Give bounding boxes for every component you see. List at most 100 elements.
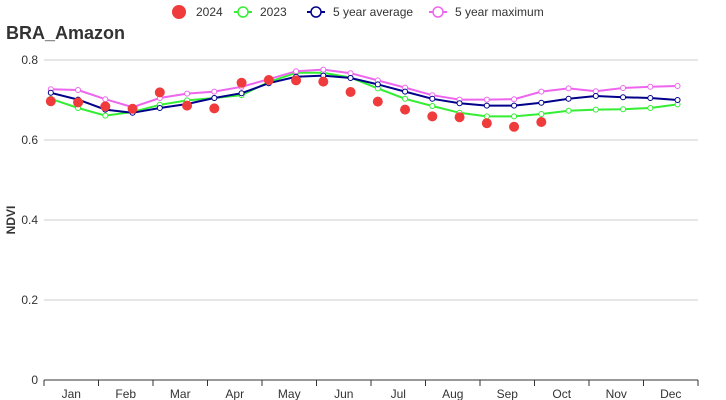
x-axis: Jan Feb Mar Apr May Jun Jul Aug Sep Oct Nov Dec [43, 379, 699, 400]
chart-title: BRA_Amazon [6, 23, 125, 43]
data-point [538, 111, 545, 117]
series-2024 [45, 75, 547, 132]
x-tick-label: Mar [170, 387, 191, 400]
legend-marker [172, 5, 186, 19]
y-axis-label: NDVI [4, 206, 18, 235]
data-point [45, 96, 56, 107]
data-point [320, 66, 327, 73]
data-point [483, 96, 490, 103]
data-point [647, 95, 654, 101]
data-point [429, 95, 436, 102]
series-line [50, 74, 678, 114]
data-point [620, 106, 627, 113]
data-point [400, 104, 411, 115]
data-point [538, 99, 545, 106]
x-tick-label: Aug [442, 387, 463, 400]
data-point [565, 95, 572, 102]
data-point [182, 100, 193, 111]
series-5-year-maximum [47, 66, 681, 111]
data-point [647, 105, 654, 111]
x-tick-label: Feb [115, 387, 136, 400]
data-point [75, 87, 82, 93]
data-point [372, 96, 383, 107]
data-point [184, 90, 191, 97]
x-tick-label: Sep [497, 387, 519, 400]
legend-marker [432, 6, 444, 18]
data-point [592, 106, 599, 113]
data-point [509, 121, 520, 132]
x-tick-label: Jul [391, 387, 406, 400]
data-point [592, 88, 599, 95]
data-point [481, 118, 492, 129]
data-point [238, 90, 245, 97]
legend-item: 5 year maximum [429, 5, 544, 19]
data-point [100, 101, 111, 112]
data-point [374, 81, 381, 88]
data-point [674, 83, 681, 89]
data-point [318, 76, 329, 87]
data-point [454, 112, 465, 123]
data-point [73, 97, 84, 108]
data-point [483, 102, 490, 109]
x-tick-label: Apr [225, 387, 244, 400]
legend-item: 2024 [172, 5, 223, 19]
y-tick-label: 0.8 [21, 53, 38, 67]
data-point [565, 107, 572, 114]
series-layer [45, 66, 681, 132]
y-axis-ticks: 0 0.2 0.4 0.6 0.8 [21, 53, 38, 387]
gridlines [44, 59, 698, 301]
legend-item: 2023 [234, 5, 287, 19]
data-point [674, 97, 681, 103]
data-point [647, 83, 654, 90]
legend: 2024 2023 5 year average 5 year maximum [172, 5, 544, 19]
x-tick-label: Jun [334, 387, 353, 400]
data-point [483, 113, 490, 120]
data-point [620, 85, 627, 91]
series-line [50, 71, 678, 118]
legend-marker [237, 6, 249, 18]
x-tick-label: Dec [660, 387, 681, 400]
data-point [263, 75, 274, 85]
data-point [427, 111, 438, 122]
data-point [236, 77, 247, 88]
series-line [50, 68, 678, 109]
data-point [536, 117, 547, 127]
data-point [347, 75, 354, 81]
data-point [402, 95, 409, 102]
x-tick-label: Nov [606, 387, 627, 400]
data-point [209, 103, 220, 114]
data-point [293, 68, 300, 75]
x-tick-label: Oct [552, 387, 571, 400]
data-point [429, 103, 436, 109]
data-point [511, 96, 518, 103]
data-point [211, 88, 218, 95]
data-point [345, 87, 356, 97]
y-tick-label: 0.6 [21, 133, 38, 147]
y-tick-label: 0.4 [21, 213, 38, 227]
data-point [620, 94, 627, 101]
data-point [511, 102, 518, 109]
legend-label: 2023 [260, 5, 287, 19]
data-point [565, 85, 572, 92]
data-point [102, 96, 109, 103]
data-point [102, 112, 109, 119]
legend-label: 2024 [196, 5, 223, 19]
data-point [156, 105, 163, 111]
data-point [347, 70, 354, 77]
data-point [402, 88, 409, 95]
data-point [154, 87, 165, 98]
y-tick-label: 0.2 [21, 293, 38, 307]
x-tick-label: Jan [62, 387, 81, 400]
data-point [291, 75, 302, 86]
legend-marker [310, 6, 322, 18]
legend-item: 5 year average [307, 5, 413, 19]
data-point [511, 113, 518, 120]
data-point [538, 88, 545, 95]
x-tick-label: May [278, 387, 301, 400]
legend-label: 5 year maximum [455, 5, 544, 19]
data-point [211, 95, 218, 101]
legend-label: 5 year average [333, 5, 413, 19]
data-point [456, 100, 463, 107]
data-point [592, 93, 599, 99]
